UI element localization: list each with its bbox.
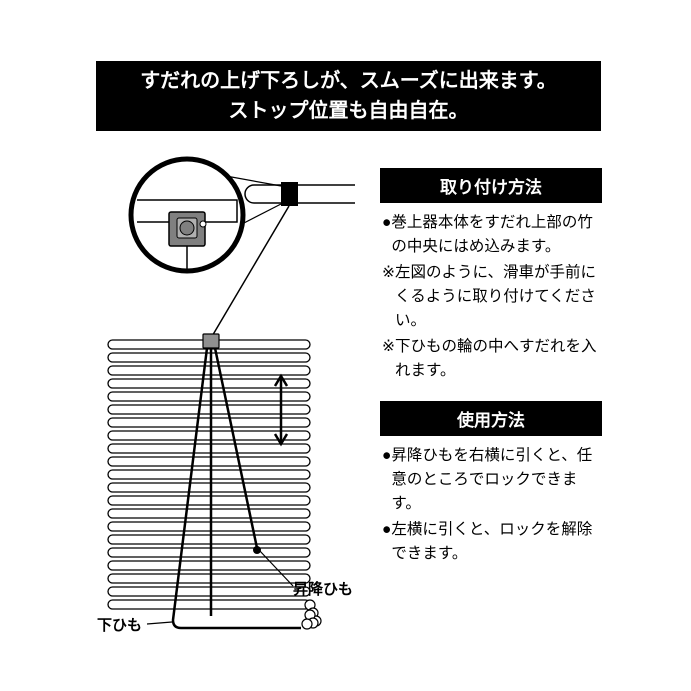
slat	[108, 418, 310, 427]
bullet-mark: ●	[382, 444, 391, 468]
instruction-diagram	[95, 150, 355, 630]
bullet-mark: ●	[382, 518, 391, 542]
top-rod	[245, 185, 355, 203]
slat	[108, 548, 310, 557]
lower-cord-label: 下ひも	[97, 614, 142, 635]
bullet-text: 左横に引くと、ロックを解除できます。	[391, 518, 602, 566]
bullet-text: 昇降ひもを右横に引くと、任意のところでロックできます。	[391, 444, 602, 516]
slat	[108, 522, 310, 531]
right-column: 取り付け方法 ●巻上器本体をすだれ上部の竹の中央にはめ込みます。※左図のように、…	[380, 168, 602, 584]
slat	[108, 535, 310, 544]
header-banner: すだれの上げ下ろしが、スムーズに出来ます。 ストップ位置も自由自在。	[96, 61, 601, 131]
rod-clip	[281, 182, 298, 206]
section2-header: 使用方法	[380, 401, 602, 436]
slat-pulley	[203, 334, 219, 348]
slat	[108, 392, 310, 401]
lift-cord-label: 昇降ひも	[293, 578, 353, 599]
slat	[108, 457, 310, 466]
slat	[108, 561, 310, 570]
bullet-mark: ●	[382, 211, 391, 235]
section1-header: 取り付け方法	[380, 168, 602, 203]
slat	[108, 470, 310, 479]
instruction-item: ●巻上器本体をすだれ上部の竹の中央にはめ込みます。	[382, 211, 602, 259]
slat	[108, 600, 310, 609]
header-line2: ストップ位置も自由自在。	[229, 96, 469, 126]
slat	[108, 431, 310, 440]
pulley-wheel	[180, 221, 194, 235]
slat	[108, 587, 310, 596]
section2-body: ●昇降ひもを右横に引くと、任意のところでロックできます。●左横に引くと、ロックを…	[380, 444, 602, 566]
instruction-item: ※下ひもの輪の中へすだれを入れます。	[382, 335, 602, 383]
bullet-text: 巻上器本体をすだれ上部の竹の中央にはめ込みます。	[391, 211, 602, 259]
header-line1: すだれの上げ下ろしが、スムーズに出来ます。	[140, 66, 557, 96]
bullet-text: 下ひもの輪の中へすだれを入れます。	[395, 335, 602, 383]
bullet-text: 左図のように、滑車が手前にくるように取り付けてください。	[395, 261, 602, 333]
slat	[108, 405, 310, 414]
instruction-item: ●昇降ひもを右横に引くと、任意のところでロックできます。	[382, 444, 602, 516]
section1-body: ●巻上器本体をすだれ上部の竹の中央にはめ込みます。※左図のように、滑車が手前にく…	[380, 211, 602, 383]
instruction-item: ※左図のように、滑車が手前にくるように取り付けてください。	[382, 261, 602, 333]
slat	[108, 353, 310, 362]
bottom-roll	[302, 600, 321, 629]
lower-label-leader	[147, 622, 172, 624]
slat	[108, 509, 310, 518]
slat	[108, 366, 310, 375]
slat	[108, 483, 310, 492]
pulley-hole	[200, 221, 206, 227]
slat	[108, 574, 310, 583]
slat	[108, 444, 310, 453]
diagram-area: 昇降ひも 下ひも	[95, 150, 355, 630]
bullet-mark: ※	[382, 261, 395, 285]
instruction-item: ●左横に引くと、ロックを解除できます。	[382, 518, 602, 566]
leader-line-2	[242, 204, 281, 224]
slat	[108, 496, 310, 505]
bullet-mark: ※	[382, 335, 395, 359]
